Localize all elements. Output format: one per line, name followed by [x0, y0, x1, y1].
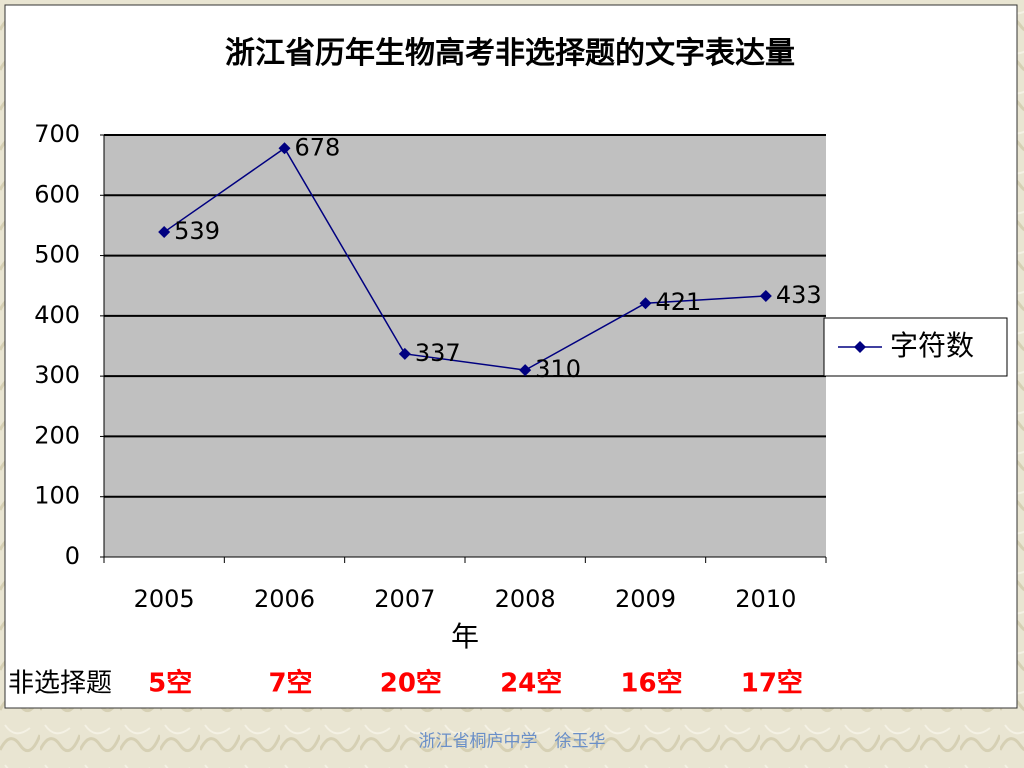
blank-count: 17空 — [741, 668, 803, 699]
y-tick-label: 200 — [34, 421, 80, 449]
legend-label: 字符数 — [890, 329, 974, 362]
plot-area — [104, 135, 826, 557]
y-tick-label: 500 — [34, 241, 80, 269]
blank-count: 16空 — [620, 668, 682, 699]
x-tick-label: 2006 — [254, 585, 315, 613]
marker — [158, 226, 171, 239]
x-axis-title: 年 — [451, 620, 479, 653]
marker — [639, 297, 652, 310]
y-tick-label: 700 — [34, 120, 80, 148]
series-line — [163, 147, 766, 371]
marker — [519, 364, 532, 377]
data-label: 433 — [776, 281, 822, 309]
blank-count: 7空 — [268, 668, 312, 699]
footer: 浙江省桐庐中学 徐玉华 — [419, 732, 606, 752]
x-tick-label: 2010 — [735, 585, 796, 613]
data-label: 539 — [174, 217, 220, 245]
x-tick-label: 2009 — [615, 585, 676, 613]
x-tick-label: 2005 — [134, 585, 195, 613]
blank-count: 24空 — [500, 668, 562, 699]
y-tick-label: 300 — [34, 361, 80, 389]
data-label: 421 — [656, 288, 702, 316]
x-tick-label: 2008 — [495, 585, 556, 613]
y-tick-label: 600 — [34, 180, 80, 208]
y-tick-label: 100 — [34, 482, 80, 510]
x-tick-label: 2007 — [374, 585, 435, 613]
blank-count: 5空 — [148, 668, 192, 699]
data-label: 337 — [415, 339, 461, 367]
row-label: 非选择题 — [8, 669, 112, 699]
data-label: 678 — [295, 133, 341, 161]
marker — [398, 347, 411, 360]
chart-title: 浙江省历年生物高考非选择题的文字表达量 — [225, 36, 795, 71]
y-tick-label: 400 — [34, 301, 80, 329]
marker — [278, 142, 291, 155]
y-tick-label: 0 — [65, 542, 80, 570]
marker — [759, 289, 772, 302]
legend-marker — [854, 341, 866, 353]
blank-count: 20空 — [380, 668, 442, 699]
data-label: 310 — [535, 355, 581, 383]
